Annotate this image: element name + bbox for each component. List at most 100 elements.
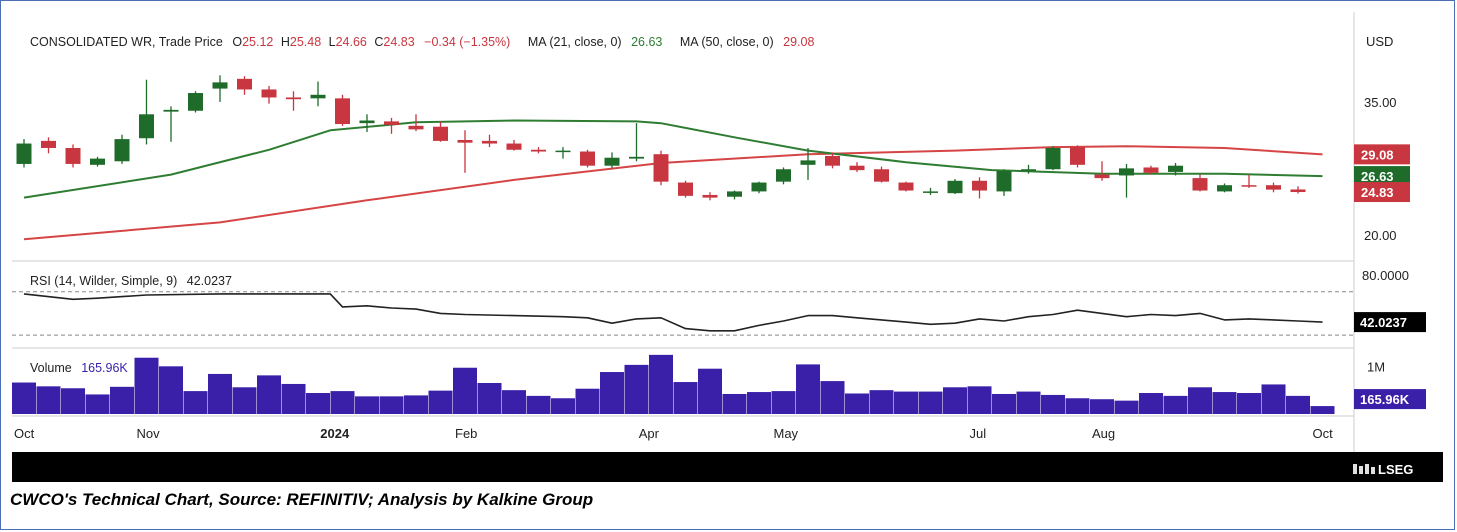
volume-bar xyxy=(600,372,624,414)
volume-badge-label: 165.96K xyxy=(1360,392,1410,407)
legend-high-value: 25.48 xyxy=(290,35,321,49)
candle-body xyxy=(825,155,840,166)
candle xyxy=(408,114,424,132)
candle-body xyxy=(1192,178,1208,191)
volume-bar xyxy=(722,393,747,414)
candle xyxy=(751,181,767,194)
price-badge: 26.63 xyxy=(1354,166,1410,187)
volume-bar xyxy=(183,391,208,414)
candle xyxy=(702,192,718,201)
volume-bar xyxy=(379,396,404,414)
candle-body xyxy=(1266,185,1281,190)
legend-open-label: O xyxy=(232,35,242,49)
candle-body xyxy=(849,165,865,171)
candle-body xyxy=(90,158,105,165)
candle xyxy=(114,134,130,164)
candle-body xyxy=(604,157,620,166)
volume-bar xyxy=(967,386,992,414)
volume-bar xyxy=(1310,406,1335,414)
candle-body xyxy=(139,114,154,139)
volume-bar xyxy=(918,391,943,414)
candle xyxy=(1045,146,1061,171)
time-tick-label: Aug xyxy=(1092,426,1115,441)
volume-bar xyxy=(673,382,698,414)
volume-bar xyxy=(869,390,894,414)
volume-bar xyxy=(1065,398,1090,414)
candle xyxy=(139,79,154,145)
volume-bar xyxy=(747,392,771,414)
time-tick-label: 2024 xyxy=(320,426,350,441)
candle xyxy=(555,147,571,159)
candle-body xyxy=(996,171,1012,192)
price-badge: 24.83 xyxy=(1354,182,1410,203)
price-badge-box xyxy=(1354,182,1410,203)
candle-body xyxy=(384,121,399,125)
candle-body xyxy=(359,120,375,124)
volume-bar xyxy=(306,393,330,414)
candle-body xyxy=(188,93,203,111)
candle-body xyxy=(898,182,914,191)
candle-body xyxy=(874,169,889,182)
candle xyxy=(678,180,693,198)
volume-bar xyxy=(502,390,526,414)
candle-body xyxy=(702,194,718,198)
volume-bar xyxy=(1212,392,1237,414)
candle-body xyxy=(408,125,424,130)
volume-pane xyxy=(12,354,1335,414)
candle xyxy=(16,139,32,168)
candle-body xyxy=(286,97,301,100)
candle-body xyxy=(629,156,644,159)
ma21-line xyxy=(23,119,1323,199)
candle-body xyxy=(653,154,669,182)
lseg-logo: LSEG xyxy=(1353,462,1413,477)
figure-caption: CWCO's Technical Chart, Source: REFINITI… xyxy=(10,490,594,509)
candle xyxy=(825,152,840,169)
candle xyxy=(1094,161,1110,181)
volume-bar xyxy=(649,354,673,414)
candle xyxy=(629,123,644,162)
volume-bar xyxy=(1261,384,1286,414)
volume-bar xyxy=(330,391,355,414)
candle-body xyxy=(947,180,963,194)
candle xyxy=(1119,163,1134,198)
volume-bar xyxy=(232,387,257,414)
price-badge-label: 29.08 xyxy=(1361,147,1394,162)
legend-low-label: L xyxy=(329,35,336,49)
candle-body xyxy=(65,147,81,164)
candle-body xyxy=(1045,147,1061,170)
lseg-logo-text: LSEG xyxy=(1378,462,1413,477)
candle-body xyxy=(531,149,546,152)
volume-bar xyxy=(1016,391,1041,414)
volume-bar xyxy=(1139,393,1163,414)
volume-bar xyxy=(208,373,232,414)
candle xyxy=(65,144,81,168)
volume-legend-value: 165.96K xyxy=(81,361,128,375)
price-legend: CONSOLIDATED WR, Trade Price O25.12 H25.… xyxy=(30,35,814,49)
candle-body xyxy=(482,140,497,144)
price-tick-label: 20.00 xyxy=(1364,228,1397,243)
rsi-tick-label: 80.0000 xyxy=(1362,268,1409,283)
lseg-logo-icon xyxy=(1353,464,1375,474)
candle-body xyxy=(727,191,742,197)
candle xyxy=(90,156,105,167)
volume-bar xyxy=(1114,400,1139,414)
rsi-badge-box xyxy=(1354,312,1426,333)
legend-close-value: 24.83 xyxy=(383,35,414,49)
volume-bar xyxy=(698,368,722,414)
volume-bar xyxy=(428,390,453,414)
legend-ma21-label: MA (21, close, 0) xyxy=(528,35,622,49)
legend-ma50-value: 29.08 xyxy=(783,35,814,49)
rsi-line xyxy=(23,293,1323,332)
candle-body xyxy=(1290,189,1306,193)
candle-body xyxy=(41,140,56,148)
candle xyxy=(849,162,865,172)
price-badge-label: 24.83 xyxy=(1361,185,1394,200)
candle-body xyxy=(1241,185,1257,187)
candle xyxy=(604,152,620,169)
volume-bar xyxy=(624,364,649,414)
legend-low-value: 24.66 xyxy=(336,35,367,49)
candle xyxy=(776,167,791,185)
candle xyxy=(41,137,56,154)
candle-body xyxy=(237,78,252,90)
candle xyxy=(1070,145,1085,168)
